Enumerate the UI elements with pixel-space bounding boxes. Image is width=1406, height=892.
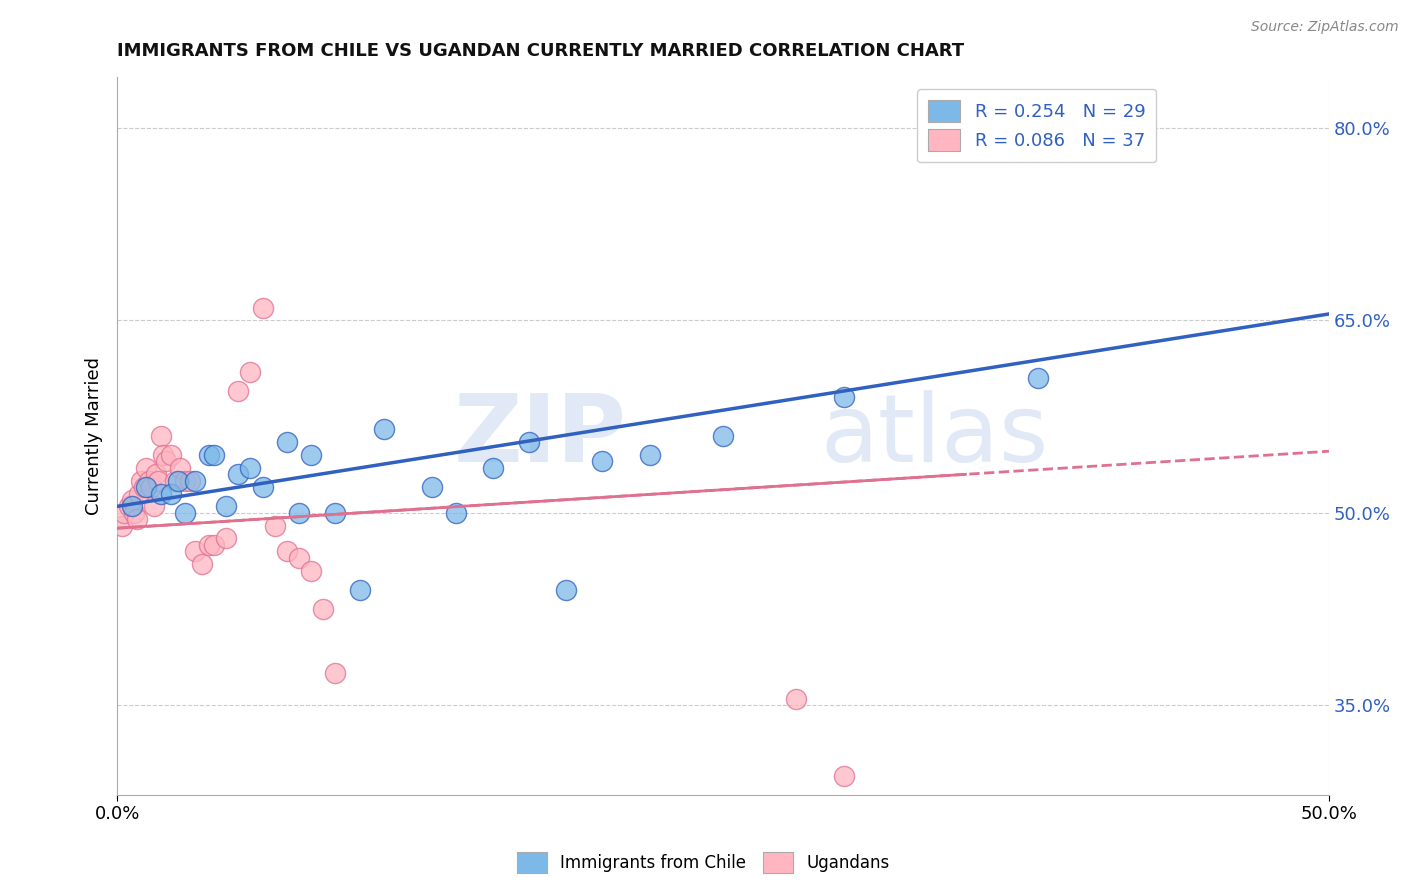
Point xyxy=(132,480,155,494)
Text: atlas: atlas xyxy=(820,390,1049,482)
Point xyxy=(288,550,311,565)
Point xyxy=(323,506,346,520)
Point xyxy=(832,390,855,404)
Point xyxy=(165,474,187,488)
Point xyxy=(198,538,221,552)
Point xyxy=(148,474,170,488)
Point xyxy=(276,435,298,450)
Point xyxy=(174,506,197,520)
Point xyxy=(198,448,221,462)
Point xyxy=(288,506,311,520)
Point xyxy=(152,448,174,462)
Point xyxy=(312,602,335,616)
Point xyxy=(228,384,250,398)
Point xyxy=(135,461,157,475)
Point xyxy=(202,448,225,462)
Point xyxy=(128,486,150,500)
Point xyxy=(114,506,136,520)
Point xyxy=(118,500,141,514)
Point xyxy=(517,435,540,450)
Point xyxy=(122,506,145,520)
Text: IMMIGRANTS FROM CHILE VS UGANDAN CURRENTLY MARRIED CORRELATION CHART: IMMIGRANTS FROM CHILE VS UGANDAN CURRENT… xyxy=(117,42,965,60)
Point xyxy=(159,486,181,500)
Point xyxy=(169,461,191,475)
Point xyxy=(239,365,262,379)
Point xyxy=(191,557,214,571)
Point xyxy=(202,538,225,552)
Point xyxy=(184,544,207,558)
Point xyxy=(145,467,167,482)
Point xyxy=(131,474,153,488)
Point xyxy=(111,518,134,533)
Point xyxy=(184,474,207,488)
Point xyxy=(349,582,371,597)
Y-axis label: Currently Married: Currently Married xyxy=(86,357,103,515)
Point xyxy=(215,500,238,514)
Point xyxy=(139,480,162,494)
Point xyxy=(179,474,201,488)
Point xyxy=(263,518,285,533)
Point xyxy=(142,500,165,514)
Point xyxy=(420,480,443,494)
Point xyxy=(482,461,505,475)
Point xyxy=(785,691,807,706)
Text: Source: ZipAtlas.com: Source: ZipAtlas.com xyxy=(1251,20,1399,34)
Point xyxy=(228,467,250,482)
Point xyxy=(121,500,143,514)
Point xyxy=(239,461,262,475)
Point xyxy=(252,480,274,494)
Text: ZIP: ZIP xyxy=(453,390,626,482)
Point xyxy=(149,429,172,443)
Point xyxy=(125,512,148,526)
Legend: R = 0.254   N = 29, R = 0.086   N = 37: R = 0.254 N = 29, R = 0.086 N = 37 xyxy=(917,89,1156,162)
Point xyxy=(138,474,160,488)
Point xyxy=(276,544,298,558)
Point xyxy=(446,506,468,520)
Point xyxy=(1026,371,1049,385)
Point xyxy=(711,429,734,443)
Point xyxy=(252,301,274,315)
Legend: Immigrants from Chile, Ugandans: Immigrants from Chile, Ugandans xyxy=(510,846,896,880)
Point xyxy=(640,448,662,462)
Point xyxy=(299,448,322,462)
Point xyxy=(149,486,172,500)
Point xyxy=(155,454,177,468)
Point xyxy=(323,666,346,681)
Point xyxy=(299,564,322,578)
Point xyxy=(174,474,197,488)
Point xyxy=(215,532,238,546)
Point xyxy=(554,582,576,597)
Point xyxy=(166,474,188,488)
Point xyxy=(591,454,613,468)
Point xyxy=(373,422,395,436)
Point xyxy=(832,769,855,783)
Point xyxy=(135,480,157,494)
Point xyxy=(121,493,143,508)
Point xyxy=(159,448,181,462)
